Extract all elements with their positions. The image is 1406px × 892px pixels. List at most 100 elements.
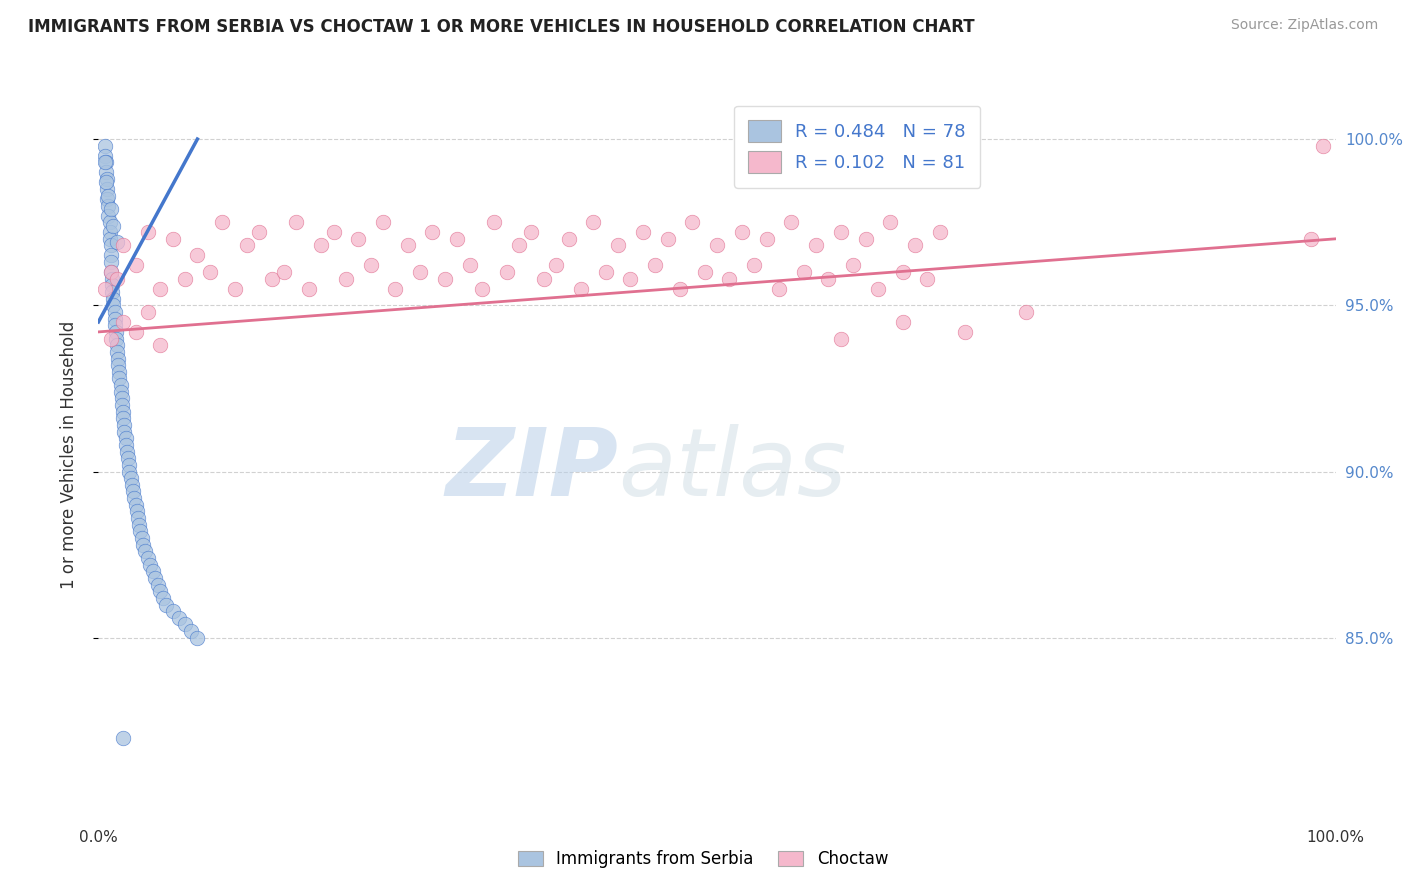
Point (582, 215, 605, 229)
Point (127, 511, 149, 525)
Point (136, 305, 159, 319)
Text: atlas: atlas (619, 424, 846, 515)
Point (143, 571, 166, 585)
Point (384, 282, 406, 296)
Point (100, 265, 122, 279)
Point (105, 235, 128, 249)
Point (162, 232, 184, 246)
Point (112, 411, 135, 425)
Point (100, 202, 122, 216)
Point (917, 271, 939, 285)
Point (136, 225, 159, 239)
Point (360, 259, 382, 273)
Point (953, 325, 976, 339)
Point (94, 175, 117, 189)
Point (830, 332, 852, 346)
Point (928, 225, 950, 239)
Point (128, 517, 150, 532)
Point (129, 524, 152, 539)
Point (446, 232, 468, 246)
Legend: R = 0.484   N = 78, R = 0.102   N = 81: R = 0.484 N = 78, R = 0.102 N = 81 (734, 105, 980, 187)
Point (891, 265, 914, 279)
Point (309, 238, 332, 252)
Point (619, 271, 641, 285)
Point (114, 431, 136, 445)
Point (100, 332, 122, 346)
Point (644, 259, 666, 273)
Point (101, 285, 124, 299)
Point (103, 292, 125, 306)
Point (118, 458, 141, 472)
Point (121, 478, 143, 492)
Point (96, 172, 118, 186)
Point (347, 232, 370, 246)
Point (103, 219, 125, 233)
Point (103, 305, 125, 319)
Text: Source: ZipAtlas.com: Source: ZipAtlas.com (1230, 18, 1378, 32)
Point (139, 558, 162, 572)
Point (97, 198, 120, 212)
Point (260, 271, 283, 285)
Point (104, 332, 127, 346)
Point (891, 315, 914, 329)
Point (495, 265, 517, 279)
Point (149, 338, 172, 352)
Point (631, 225, 654, 239)
Point (124, 259, 146, 273)
Point (162, 604, 184, 618)
Point (186, 631, 208, 645)
Point (167, 611, 190, 625)
Point (322, 225, 344, 239)
Point (117, 451, 139, 466)
Point (134, 544, 156, 558)
Point (112, 315, 135, 329)
Point (693, 265, 716, 279)
Point (149, 282, 172, 296)
Point (131, 531, 153, 545)
Point (755, 232, 778, 246)
Point (471, 282, 494, 296)
Point (174, 617, 197, 632)
Point (100, 255, 122, 269)
Point (132, 538, 155, 552)
Point (186, 248, 208, 262)
Point (211, 215, 233, 229)
Point (122, 484, 145, 499)
Point (569, 282, 592, 296)
Point (112, 731, 135, 745)
Point (101, 278, 124, 293)
Point (409, 265, 432, 279)
Point (607, 238, 630, 252)
Point (706, 238, 728, 252)
Point (1299, 232, 1322, 246)
Point (100, 265, 122, 279)
Point (111, 398, 134, 412)
Point (1312, 138, 1334, 153)
Point (112, 417, 135, 432)
Point (830, 225, 852, 239)
Point (105, 271, 128, 285)
Point (155, 598, 177, 612)
Point (780, 215, 803, 229)
Point (731, 225, 754, 239)
Point (107, 351, 129, 366)
Point (96, 182, 118, 196)
Point (247, 225, 270, 239)
Point (595, 265, 617, 279)
Point (98, 225, 121, 239)
Point (904, 238, 927, 252)
Point (371, 215, 394, 229)
Point (742, 259, 765, 273)
Point (557, 232, 579, 246)
Point (136, 551, 159, 566)
Point (842, 259, 865, 273)
Point (669, 282, 692, 296)
Point (768, 282, 790, 296)
Point (120, 471, 142, 485)
Point (817, 271, 839, 285)
Point (152, 591, 174, 605)
Point (124, 491, 146, 505)
Point (100, 248, 122, 262)
Point (422, 225, 444, 239)
Point (112, 238, 135, 252)
